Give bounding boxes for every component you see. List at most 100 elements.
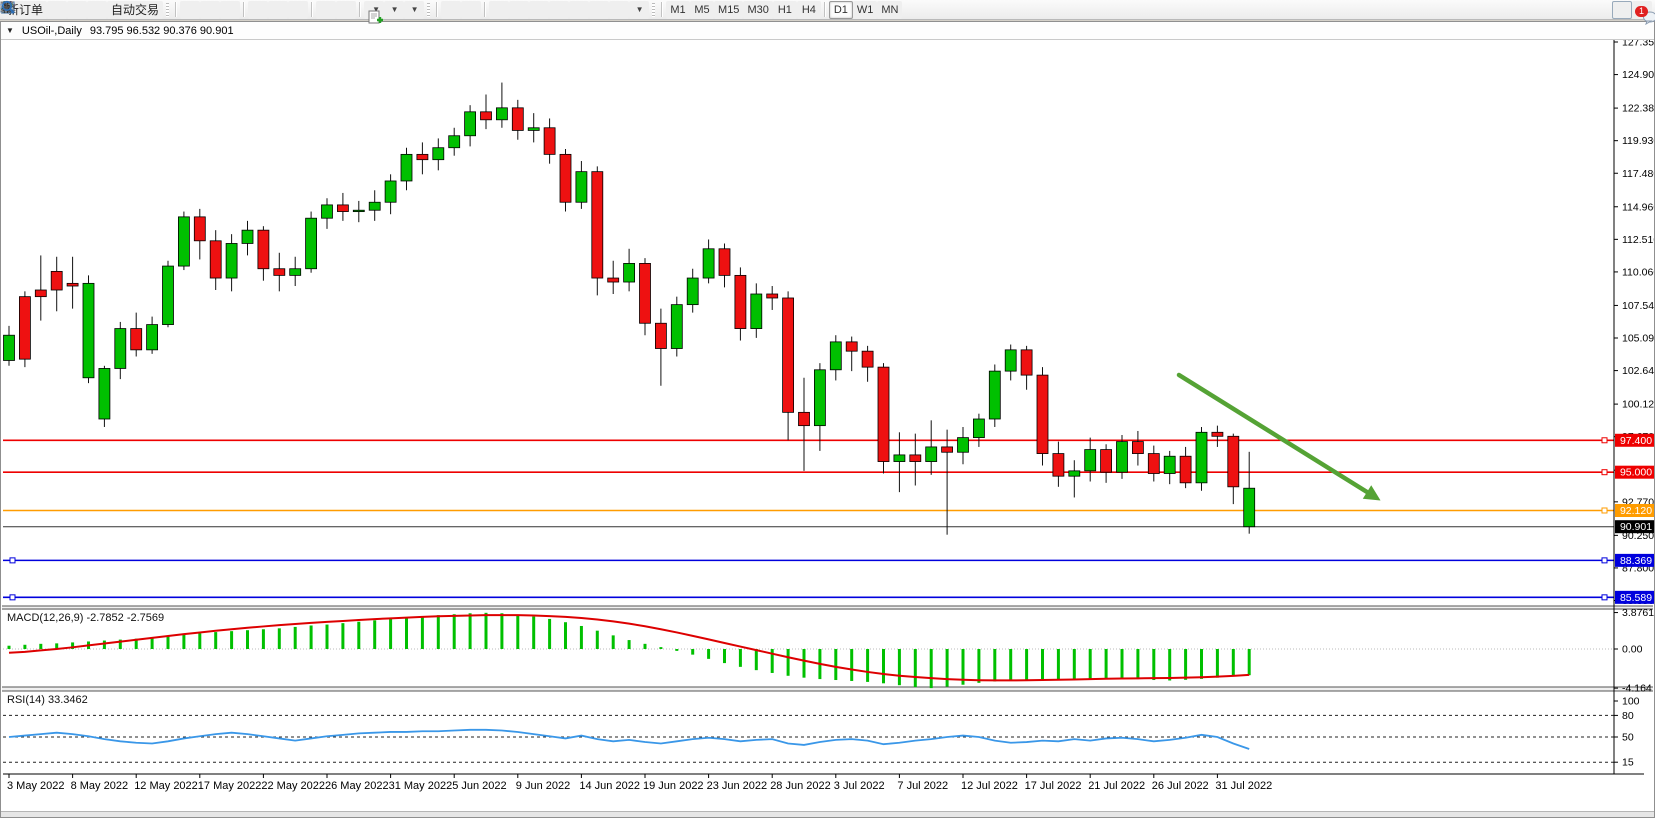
svg-text:85.589: 85.589 [1620,592,1652,604]
horizontal-line-button[interactable] [1,0,530,19]
text-button[interactable]: A [2,0,610,19]
svg-text:122.380: 122.380 [1622,103,1654,115]
svg-text:88.369: 88.369 [1620,555,1652,567]
chart-title-symbol: USOil-,Daily [21,24,82,37]
candles [3,82,1256,535]
timeframe-mn-button[interactable]: MN [877,0,903,19]
toolbar-grip[interactable] [427,2,431,17]
signals-button[interactable] [0,0,108,19]
level-price-tags: 97.400 95.000 92.120 90.901 88.369 85.589 [1615,433,1654,604]
bar-chart-button[interactable] [1,0,201,19]
svg-text:107.540: 107.540 [1622,300,1654,312]
timeframe-m15-button[interactable]: M15 [714,0,744,19]
svg-text:92.120: 92.120 [1620,505,1652,517]
tile-windows-button[interactable] [0,0,309,19]
svg-text:3.8761: 3.8761 [1622,607,1654,619]
auto-trading-button[interactable]: 自动交易 [0,0,164,19]
crosshair-button[interactable] [1,0,482,19]
timeframe-h1-button[interactable]: H1 [772,0,797,19]
indicator-window-2-button[interactable] [0,0,357,19]
cursor-button[interactable] [4,0,462,19]
svg-text:102.640: 102.640 [1622,365,1654,377]
period-button[interactable]: ▼ [1,0,405,19]
fibonacci-button[interactable]: F [1,0,590,19]
macd-panel: 3.8761 0.00 -4.164 [3,607,1654,695]
dropdown-arrow-icon: ▼ [390,5,399,14]
svg-text:100: 100 [1622,696,1640,708]
toolbar-grip[interactable] [166,2,170,17]
timeframe-m30-button[interactable]: M30 [743,0,773,19]
vertical-line-button[interactable] [5,0,510,19]
metaeditor-button[interactable] [0,0,88,19]
separator [484,2,487,17]
svg-text:0.00: 0.00 [1622,644,1643,656]
svg-text:28 Jun 2022: 28 Jun 2022 [770,780,831,792]
zoom-out-button[interactable] [1,0,289,19]
svg-text:100.120: 100.120 [1622,399,1654,411]
svg-text:95.000: 95.000 [1620,467,1652,479]
svg-text:119.930: 119.930 [1622,135,1654,147]
arrows-button[interactable]: ▼ [2,0,650,19]
timeframe-w1-button[interactable]: W1 [852,0,878,19]
svg-text:26 Jul 2022: 26 Jul 2022 [1152,780,1209,792]
line-chart-button[interactable] [0,0,241,19]
text-label-button[interactable]: T [0,0,630,19]
rsi-panel: 100 80 50 15 [3,696,1640,769]
svg-text:3 May 2022: 3 May 2022 [7,780,64,792]
chart-titlebar[interactable]: ▼ USOil-,Daily 93.795 96.532 90.376 90.9… [1,22,1654,40]
svg-text:124.900: 124.900 [1622,69,1654,81]
chart-menu-arrow-icon[interactable]: ▼ [6,26,14,35]
window-bottom-strip [1,811,1654,817]
svg-text:A: A [2,2,10,14]
level-lines[interactable] [3,437,1614,601]
svg-text:112.510: 112.510 [1622,234,1654,246]
separator [243,2,246,17]
trendline-button[interactable] [1,0,550,19]
timeframe-m1-button[interactable]: M1 [666,0,691,19]
timeframe-m5-button[interactable]: M5 [690,0,715,19]
price-chart-canvas[interactable]: 127.350 124.900 122.380 119.930 117.480 114.9… [1,22,1654,801]
svg-text:97.400: 97.400 [1620,435,1652,447]
auto-trading-label: 自动交易 [111,3,160,17]
add-indicator-button[interactable]: ▼ [364,0,385,23]
search-button[interactable] [1,0,1632,19]
notifications-button[interactable]: 1 [1632,0,1655,25]
trend-arrow[interactable] [1176,372,1381,501]
date-axis: 3 May 2022 8 May 2022 12 May 2022 17 May 20… [3,773,1644,792]
eraser-button[interactable] [1,0,68,19]
svg-text:21 Jul 2022: 21 Jul 2022 [1088,780,1145,792]
indicator-window-1-button[interactable] [0,0,337,19]
svg-text:3 Jul 2022: 3 Jul 2022 [834,780,885,792]
svg-text:31 May 2022: 31 May 2022 [389,780,453,792]
add-indicator-icon [368,10,384,23]
text-icon: A [2,2,10,14]
separator [436,2,439,17]
macd-label: MACD(12,26,9) -2.7852 -2.7569 [7,612,165,624]
svg-text:22 May 2022: 22 May 2022 [261,780,325,792]
svg-text:12 Jul 2022: 12 Jul 2022 [961,780,1018,792]
dropdown-arrow-icon: ▼ [410,5,419,14]
panel-separators[interactable] [2,605,1653,692]
svg-text:117.480: 117.480 [1622,168,1654,180]
candlestick-chart-button[interactable] [1,0,221,19]
zoom-in-button[interactable] [1,0,269,19]
svg-text:26 May 2022: 26 May 2022 [325,780,389,792]
svg-text:90.901: 90.901 [1620,521,1652,533]
dropdown-arrow-icon: ▼ [372,5,380,14]
template-button[interactable]: ▼ [0,0,425,19]
svg-text:80: 80 [1622,710,1634,722]
separator [359,2,362,17]
svg-text:127.350: 127.350 [1622,36,1654,48]
timeframe-h4-button[interactable]: H4 [796,0,821,19]
timeframe-d1-button[interactable]: D1 [828,0,853,19]
toolbar-grip[interactable] [652,2,656,17]
svg-text:T: T [4,3,9,12]
equidistant-channel-button[interactable]: E [0,0,570,19]
svg-text:31 Jul 2022: 31 Jul 2022 [1215,780,1272,792]
svg-text:114.960: 114.960 [1622,201,1654,213]
chart-window: ▼ USOil-,Daily 93.795 96.532 90.376 90.9… [0,21,1655,818]
separator [823,2,826,17]
separator [175,2,178,17]
svg-text:12 May 2022: 12 May 2022 [134,780,198,792]
